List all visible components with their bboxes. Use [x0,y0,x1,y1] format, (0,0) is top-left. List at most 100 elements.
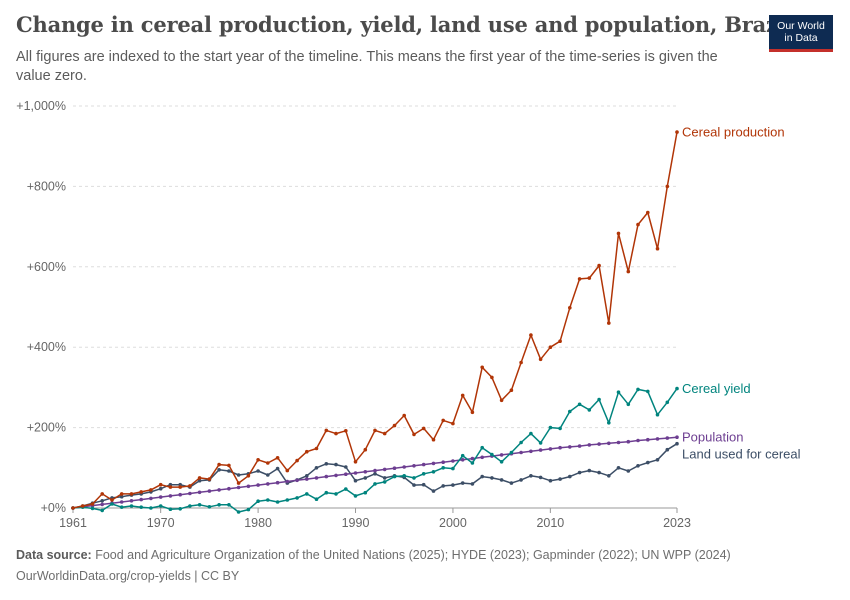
data-point [314,446,319,451]
x-tick-label: 2000 [439,516,467,530]
series-cereal-yield [71,386,679,514]
data-point [256,499,260,504]
data-point [324,462,329,466]
data-point [402,413,407,418]
data-point [451,459,455,463]
data-point [509,481,514,485]
data-point [382,476,387,480]
data-source-text: Food and Agriculture Organization of the… [95,548,731,562]
x-tick-label: 1990 [342,516,370,530]
y-tick-label: +400% [27,340,66,354]
data-point [568,306,572,310]
owid-logo[interactable]: Our World in Data [769,15,833,52]
data-point [499,478,504,482]
data-point [587,276,592,280]
data-point [100,508,104,513]
data-point [421,472,426,476]
data-point [344,429,348,433]
data-point [607,474,611,478]
data-point [158,495,163,499]
data-point [421,462,426,467]
data-point [470,456,475,461]
data-point [178,485,182,489]
data-point [431,470,436,474]
data-point [490,476,494,480]
data-point [353,494,358,498]
data-point [597,442,601,446]
data-point [71,506,75,510]
data-point [256,483,260,487]
series-label: Population [682,430,743,445]
data-point [129,504,134,508]
x-tick-label: 1970 [147,516,175,530]
data-point [616,390,621,395]
data-point [149,488,153,492]
data-point [655,437,660,441]
data-point [431,489,436,493]
data-point [256,469,260,473]
data-point [616,466,621,470]
data-point [227,469,231,473]
data-point [295,496,299,500]
data-point [129,492,134,496]
data-point [470,461,475,465]
data-point [441,418,446,423]
data-point [305,477,309,481]
data-point [100,492,104,496]
data-point [119,492,124,496]
data-point [188,504,192,508]
data-point [538,475,543,480]
data-point [295,478,299,483]
grid-lines [73,105,677,509]
data-point [616,440,621,445]
data-point [119,505,124,510]
data-point [129,499,134,503]
data-point [636,387,640,392]
data-point [353,460,358,464]
data-point [460,393,465,398]
x-tick-label: 2010 [536,516,564,530]
data-point [382,431,387,436]
data-point [344,465,348,469]
data-point [655,246,660,251]
data-point [207,489,212,493]
data-point [480,455,485,460]
data-point [363,470,368,474]
data-point [665,436,670,440]
data-point [646,389,650,394]
data-point [158,482,163,487]
series-labels: Cereal production Cereal yield Population L… [682,125,801,462]
data-point [363,490,368,495]
data-point [412,464,416,468]
data-point [324,490,329,495]
data-point [451,421,455,426]
series-line [72,131,678,509]
data-point [110,498,114,502]
data-point [373,482,377,486]
data-point [460,453,465,458]
data-point [675,435,679,440]
data-point [227,503,231,507]
data-point [519,360,523,365]
data-point [655,412,660,417]
data-point [626,402,631,407]
data-point [587,468,592,473]
data-point [421,482,426,487]
data-point [665,447,670,452]
data-point [538,448,543,452]
data-source-label: Data source: [16,548,92,562]
data-point [324,474,329,479]
data-point [305,449,309,454]
data-point [626,439,631,444]
data-point [665,400,670,405]
data-point [353,471,358,475]
y-tick-label: +600% [27,260,66,274]
data-point [548,447,553,451]
data-point [266,461,270,465]
data-point [266,473,270,477]
source-url-license[interactable]: OurWorldinData.org/crop-yields | CC BY [16,569,240,583]
data-point [548,478,553,483]
data-point [236,481,241,485]
data-point [558,477,562,481]
data-point [568,409,572,414]
